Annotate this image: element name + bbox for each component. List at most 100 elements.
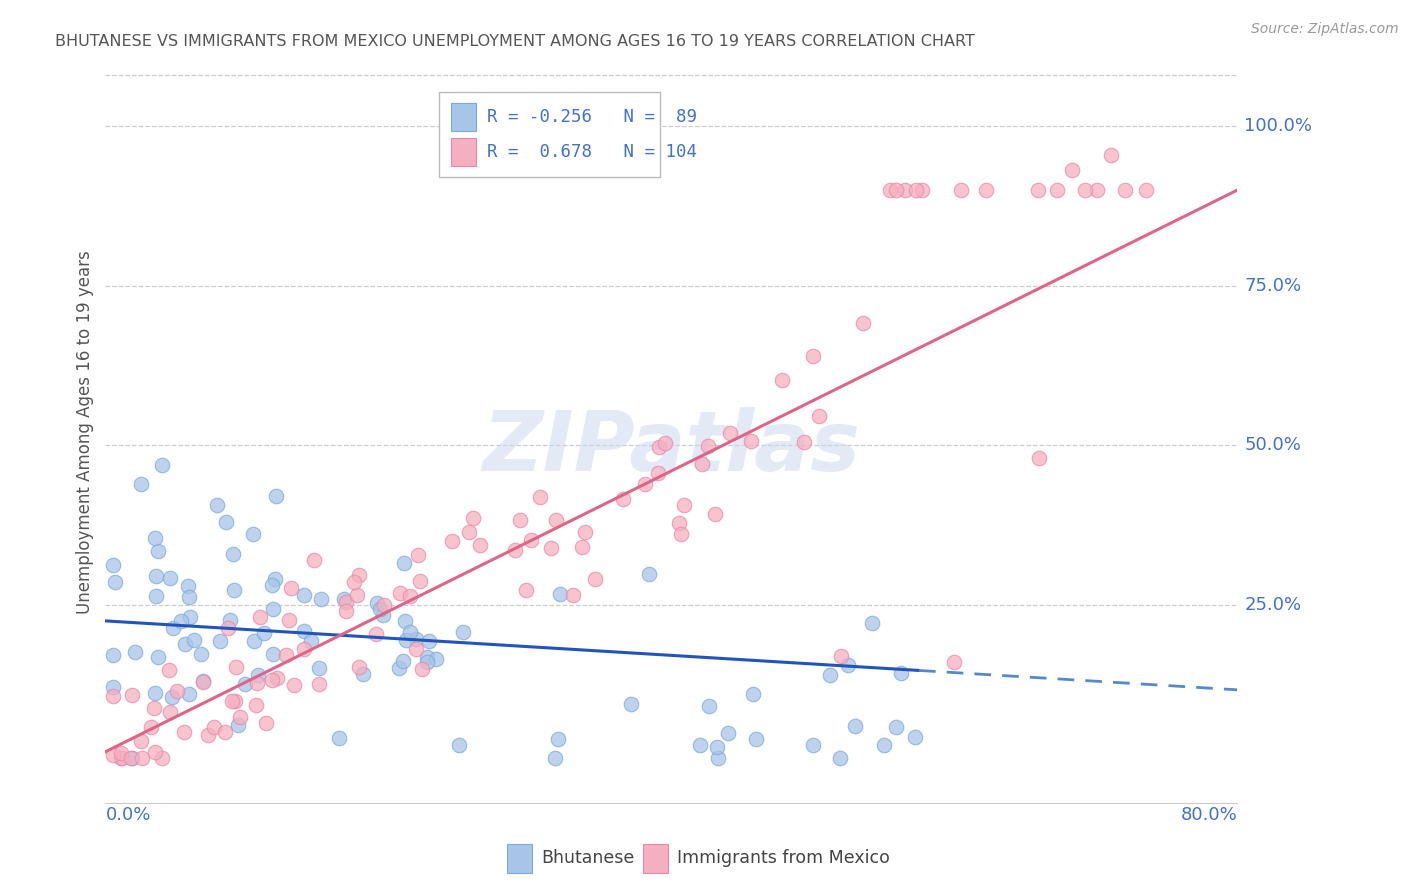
Point <box>894 183 917 197</box>
Point <box>399 590 422 604</box>
Point <box>416 650 439 665</box>
Point <box>884 183 907 197</box>
Point <box>162 690 184 704</box>
Point <box>745 731 768 746</box>
Point <box>704 507 727 521</box>
Text: BHUTANESE VS IMMIGRANTS FROM MEXICO UNEMPLOYMENT AMONG AGES 16 TO 19 YEARS CORRE: BHUTANESE VS IMMIGRANTS FROM MEXICO UNEM… <box>55 34 974 49</box>
Point <box>673 498 696 512</box>
Point <box>879 183 901 197</box>
Point <box>612 491 634 506</box>
Point <box>254 715 277 730</box>
Point <box>335 595 357 609</box>
Point <box>335 604 357 618</box>
Point <box>222 583 245 598</box>
Point <box>235 677 257 691</box>
FancyBboxPatch shape <box>508 844 531 873</box>
Point <box>224 694 246 708</box>
Point <box>274 648 297 662</box>
Point <box>405 632 427 646</box>
Point <box>308 677 330 691</box>
Point <box>299 634 322 648</box>
Point <box>405 642 427 657</box>
Point <box>818 667 841 681</box>
Point <box>333 591 356 606</box>
Point <box>368 602 391 616</box>
Point <box>124 644 146 658</box>
Text: R =  0.678   N = 104: R = 0.678 N = 104 <box>486 143 697 161</box>
Point <box>266 672 288 686</box>
Point <box>770 373 793 387</box>
Point <box>174 637 197 651</box>
Point <box>654 436 676 450</box>
Point <box>911 183 934 197</box>
Point <box>717 725 740 739</box>
FancyBboxPatch shape <box>451 138 475 166</box>
Point <box>309 591 332 606</box>
Point <box>620 697 643 711</box>
Point <box>669 526 692 541</box>
Point <box>561 588 583 602</box>
Point <box>347 660 370 674</box>
Point <box>222 547 245 561</box>
Point <box>793 435 815 450</box>
Text: R = -0.256   N =  89: R = -0.256 N = 89 <box>486 108 697 127</box>
Point <box>143 531 166 545</box>
Point <box>668 516 690 530</box>
Point <box>872 739 894 753</box>
Point <box>411 661 433 675</box>
Point <box>740 434 762 448</box>
Point <box>110 751 132 765</box>
Point <box>371 608 394 623</box>
Point <box>260 673 283 687</box>
Point <box>197 728 219 742</box>
Point <box>503 543 526 558</box>
Point <box>121 751 143 765</box>
Point <box>193 673 215 688</box>
Point <box>884 720 907 734</box>
Point <box>571 541 593 555</box>
Point <box>264 573 287 587</box>
Point <box>221 694 243 708</box>
Point <box>145 589 167 603</box>
Point <box>1074 183 1097 197</box>
Point <box>515 582 537 597</box>
Point <box>689 739 711 753</box>
Point <box>943 656 966 670</box>
Point <box>860 615 883 630</box>
Point <box>458 524 481 539</box>
Point <box>540 541 562 555</box>
Point <box>190 648 212 662</box>
Point <box>148 649 170 664</box>
Point <box>131 751 153 765</box>
FancyBboxPatch shape <box>451 103 475 131</box>
Point <box>343 574 366 589</box>
Point <box>193 674 215 689</box>
Point <box>242 527 264 541</box>
Point <box>215 515 238 529</box>
Point <box>395 632 418 647</box>
Point <box>707 751 730 765</box>
Text: Immigrants from Mexico: Immigrants from Mexico <box>678 849 890 867</box>
Point <box>208 634 231 648</box>
Point <box>101 748 124 763</box>
Point <box>844 719 866 733</box>
FancyBboxPatch shape <box>439 92 659 178</box>
Point <box>101 558 124 572</box>
Point <box>697 439 720 453</box>
Point <box>373 599 395 613</box>
Point <box>278 613 301 627</box>
Point <box>262 647 284 661</box>
Text: Source: ZipAtlas.com: Source: ZipAtlas.com <box>1251 22 1399 37</box>
Point <box>1028 451 1050 466</box>
Point <box>150 458 173 472</box>
Point <box>852 316 875 330</box>
Point <box>837 658 859 673</box>
Point <box>550 587 572 601</box>
Point <box>529 490 551 504</box>
Point <box>249 610 271 624</box>
Text: 25.0%: 25.0% <box>1244 596 1302 614</box>
Point <box>228 710 250 724</box>
Point <box>146 544 169 558</box>
Point <box>364 627 387 641</box>
Point <box>328 731 350 745</box>
